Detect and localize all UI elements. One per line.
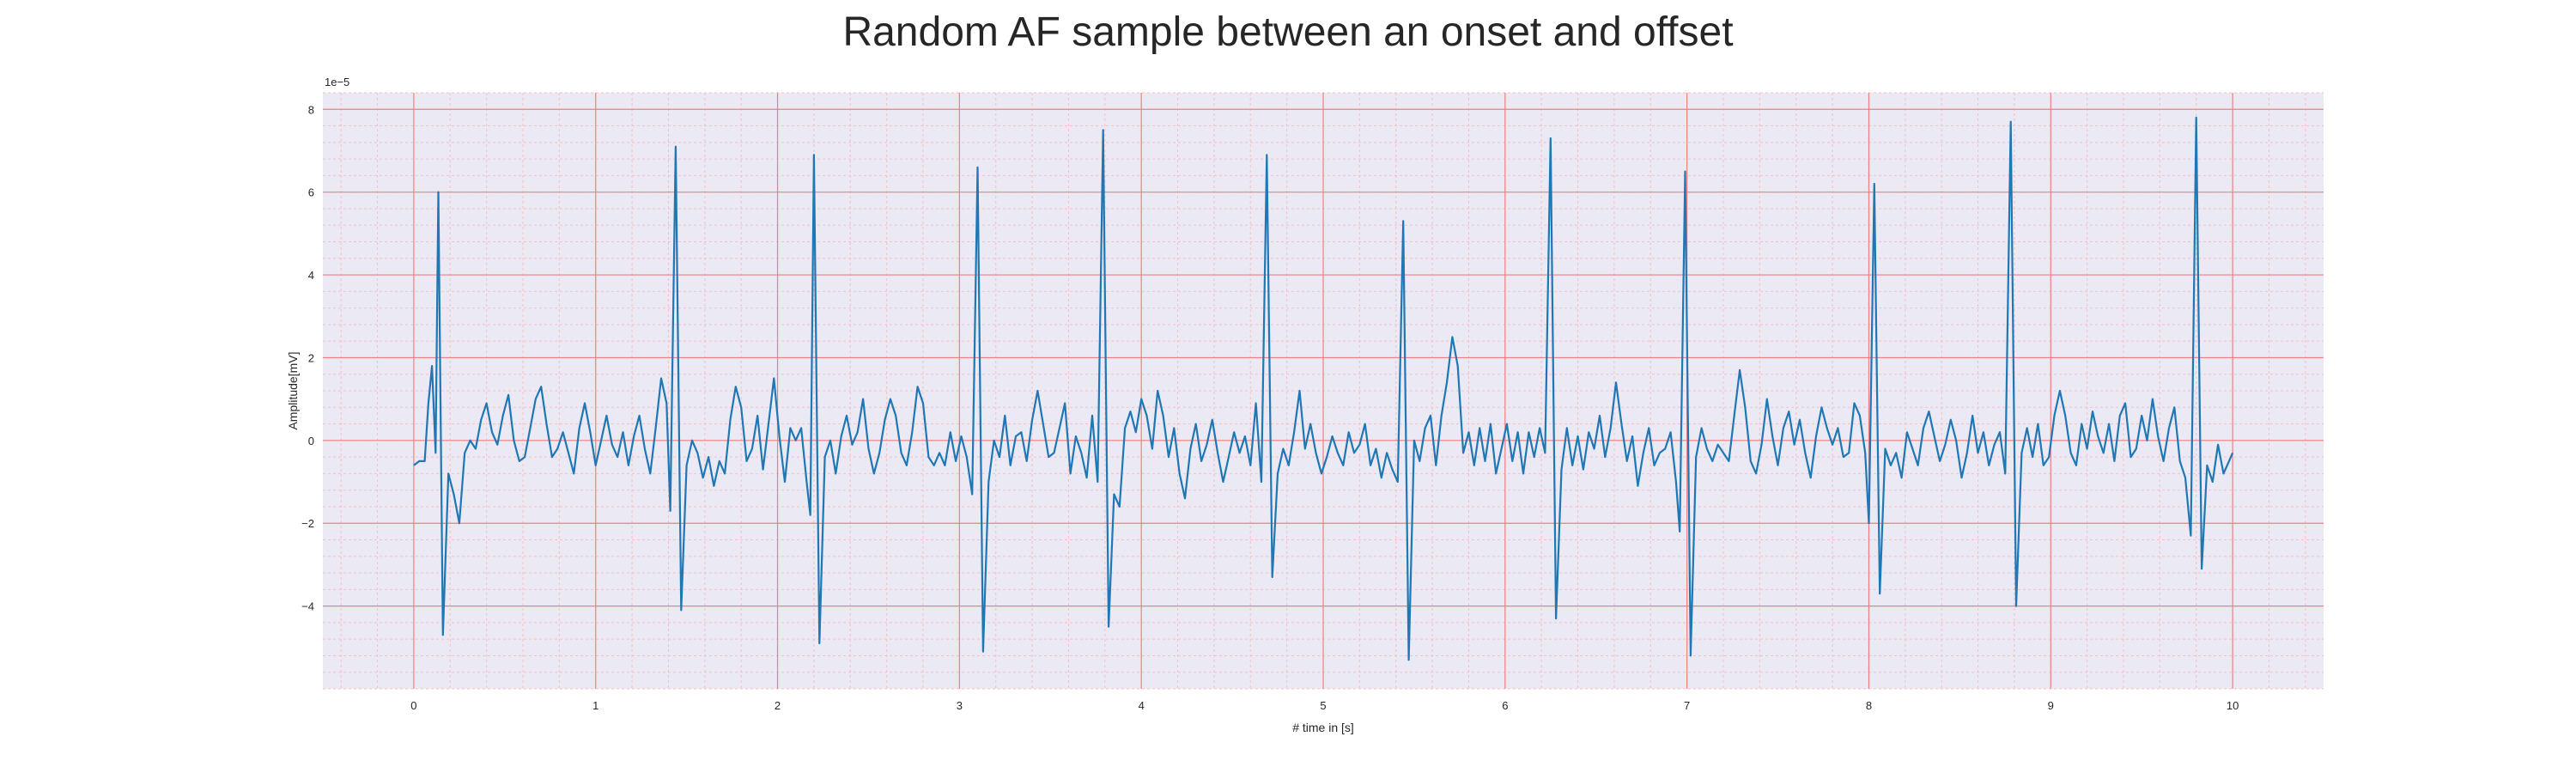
x-axis-label: # time in [s] (1292, 721, 1354, 734)
x-tick-label: 3 (957, 699, 963, 712)
x-axis-ticks: 0 1 2 3 4 5 6 7 8 9 10 (410, 699, 2239, 712)
x-tick-label: 6 (1502, 699, 1508, 712)
major-grid (323, 93, 2324, 689)
x-tick-label: 0 (410, 699, 416, 712)
x-tick-label: 2 (775, 699, 781, 712)
y-axis-offset-label: 1e−5 (325, 76, 349, 88)
signal-series-line (413, 116, 2234, 661)
y-tick-label: 8 (308, 103, 314, 116)
y-axis-ticks: −4 −2 0 2 4 6 8 (301, 103, 314, 612)
chart-title: Random AF sample between an onset and of… (842, 9, 1734, 55)
x-tick-label: 9 (2048, 699, 2054, 712)
y-tick-label: −2 (301, 517, 314, 530)
x-tick-label: 10 (2227, 699, 2239, 712)
y-tick-label: 6 (308, 186, 314, 199)
x-tick-label: 1 (592, 699, 598, 712)
y-tick-label: −4 (301, 600, 314, 613)
x-tick-label: 4 (1139, 699, 1145, 712)
x-tick-label: 7 (1684, 699, 1690, 712)
y-tick-label: 2 (308, 351, 314, 364)
x-tick-label: 8 (1866, 699, 1872, 712)
y-axis-label: Amplitude[mV] (286, 351, 300, 429)
x-tick-label: 5 (1320, 699, 1326, 712)
y-tick-label: 0 (308, 435, 314, 447)
y-tick-label: 4 (308, 269, 314, 282)
